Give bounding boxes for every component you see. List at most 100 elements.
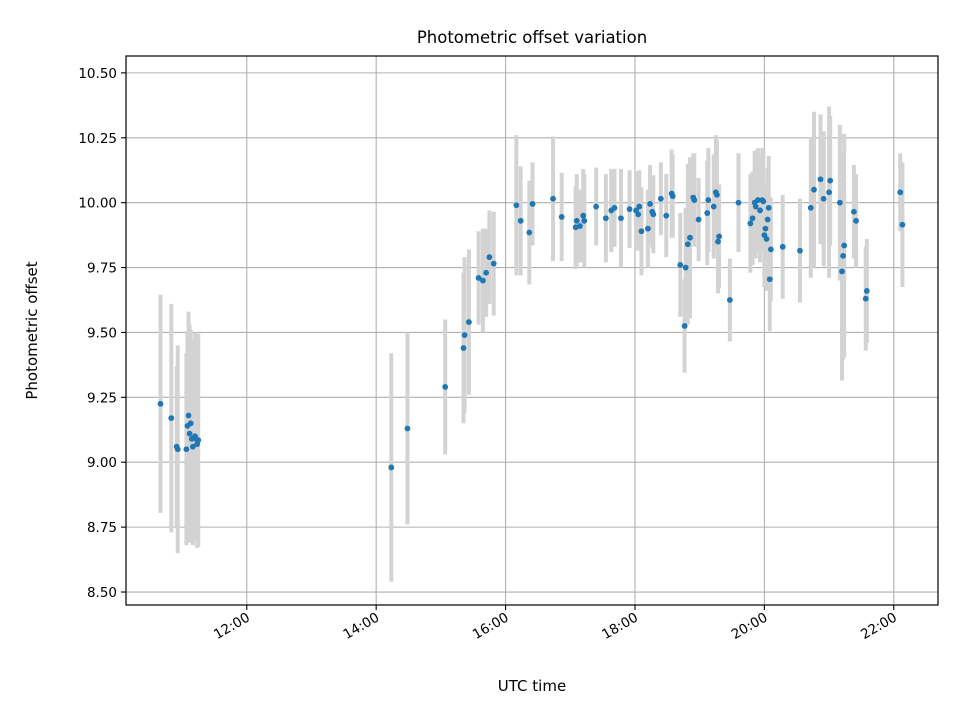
data-point (811, 186, 817, 193)
data-point (550, 195, 556, 202)
y-axis-ticks: 8.50 8.75 9.00 9.25 9.50 9.75 10.00 10.25 10.50 (78, 66, 126, 601)
data-point (820, 195, 827, 202)
y-tick-label: 10.50 (78, 66, 117, 82)
data-point (850, 208, 857, 215)
data-point (611, 204, 618, 211)
data-point (593, 203, 600, 210)
data-point (466, 319, 472, 325)
data-point (636, 203, 643, 210)
data-point (747, 220, 754, 227)
data-point (581, 217, 588, 224)
data-point (682, 264, 689, 271)
data-point (626, 206, 633, 213)
data-point (650, 211, 657, 218)
chart-title: Photometric offset variation (417, 28, 647, 47)
data-point (797, 247, 803, 254)
data-point (695, 216, 702, 223)
y-tick-label: 9.00 (87, 455, 117, 471)
data-point (517, 217, 524, 224)
data-point (404, 425, 411, 432)
data-point (704, 210, 711, 216)
data-point (726, 297, 733, 303)
data-point (691, 197, 698, 203)
data-point (618, 215, 624, 222)
data-point (461, 332, 468, 338)
data-point (490, 260, 497, 267)
data-point (840, 252, 847, 259)
x-tick-label: 12:00 (211, 610, 253, 643)
x-tick-label: 18:00 (599, 610, 641, 643)
data-point (715, 238, 721, 245)
data-point (749, 215, 756, 222)
data-point (460, 345, 467, 351)
data-point (752, 203, 759, 210)
data-point (710, 203, 717, 210)
data-point (841, 242, 848, 249)
y-tick-label: 10.25 (78, 131, 117, 147)
data-point (486, 254, 493, 261)
data-point (766, 276, 773, 283)
data-point (573, 217, 580, 224)
data-point (645, 225, 651, 232)
data-point (529, 201, 536, 207)
x-axis-ticks: 12:00 14:00 16:00 18:00 20:00 22:00 (211, 605, 900, 643)
data-point (513, 202, 520, 209)
grid (126, 56, 938, 605)
data-point (826, 189, 832, 196)
data-point (762, 225, 769, 232)
y-tick-label: 9.75 (87, 261, 117, 277)
data-point (836, 199, 843, 206)
data-point (897, 189, 904, 196)
y-tick-label: 8.50 (87, 585, 117, 601)
data-point (716, 233, 722, 240)
data-point (168, 415, 175, 422)
plot-frame (125, 55, 939, 606)
data-point (174, 446, 181, 453)
data-point (705, 197, 712, 203)
x-tick-label: 14:00 (340, 610, 382, 643)
data-point (687, 234, 693, 241)
data-point (480, 277, 486, 284)
data-point (669, 193, 676, 200)
data-point (189, 443, 196, 450)
data-point (195, 437, 202, 444)
data-point (483, 269, 490, 276)
data-point (677, 262, 684, 268)
data-point (663, 212, 670, 219)
data-point (602, 215, 609, 222)
data-point (681, 323, 688, 329)
data-point (755, 197, 761, 203)
data-point (657, 195, 664, 202)
error-bars (158, 106, 905, 582)
x-tick-label: 16:00 (470, 610, 512, 643)
data-point (817, 176, 824, 183)
data-point (185, 412, 192, 419)
x-axis-label: UTC time (498, 677, 566, 695)
data-point (767, 246, 774, 253)
data-point (764, 216, 771, 223)
data-point (760, 198, 767, 205)
y-tick-label: 10.00 (78, 196, 117, 212)
data-point (827, 177, 834, 184)
y-tick-label: 9.50 (87, 325, 117, 341)
data-point (635, 211, 642, 218)
y-tick-label: 8.75 (87, 520, 117, 536)
x-tick-label: 20:00 (729, 610, 771, 643)
x-tick-label: 22:00 (858, 610, 900, 643)
data-point (558, 214, 565, 220)
data-point (807, 204, 814, 211)
data-point (863, 288, 870, 294)
data-point (757, 207, 763, 214)
data-point (862, 295, 869, 302)
data-point (779, 243, 786, 250)
data-point (157, 400, 164, 407)
data-point (526, 229, 533, 236)
data-point (580, 212, 587, 219)
data-point (638, 228, 645, 235)
data-point (388, 464, 395, 471)
data-point (183, 446, 190, 453)
data-point (186, 430, 193, 437)
y-axis-label: Photometric offset (23, 261, 41, 399)
data-point (475, 275, 482, 281)
